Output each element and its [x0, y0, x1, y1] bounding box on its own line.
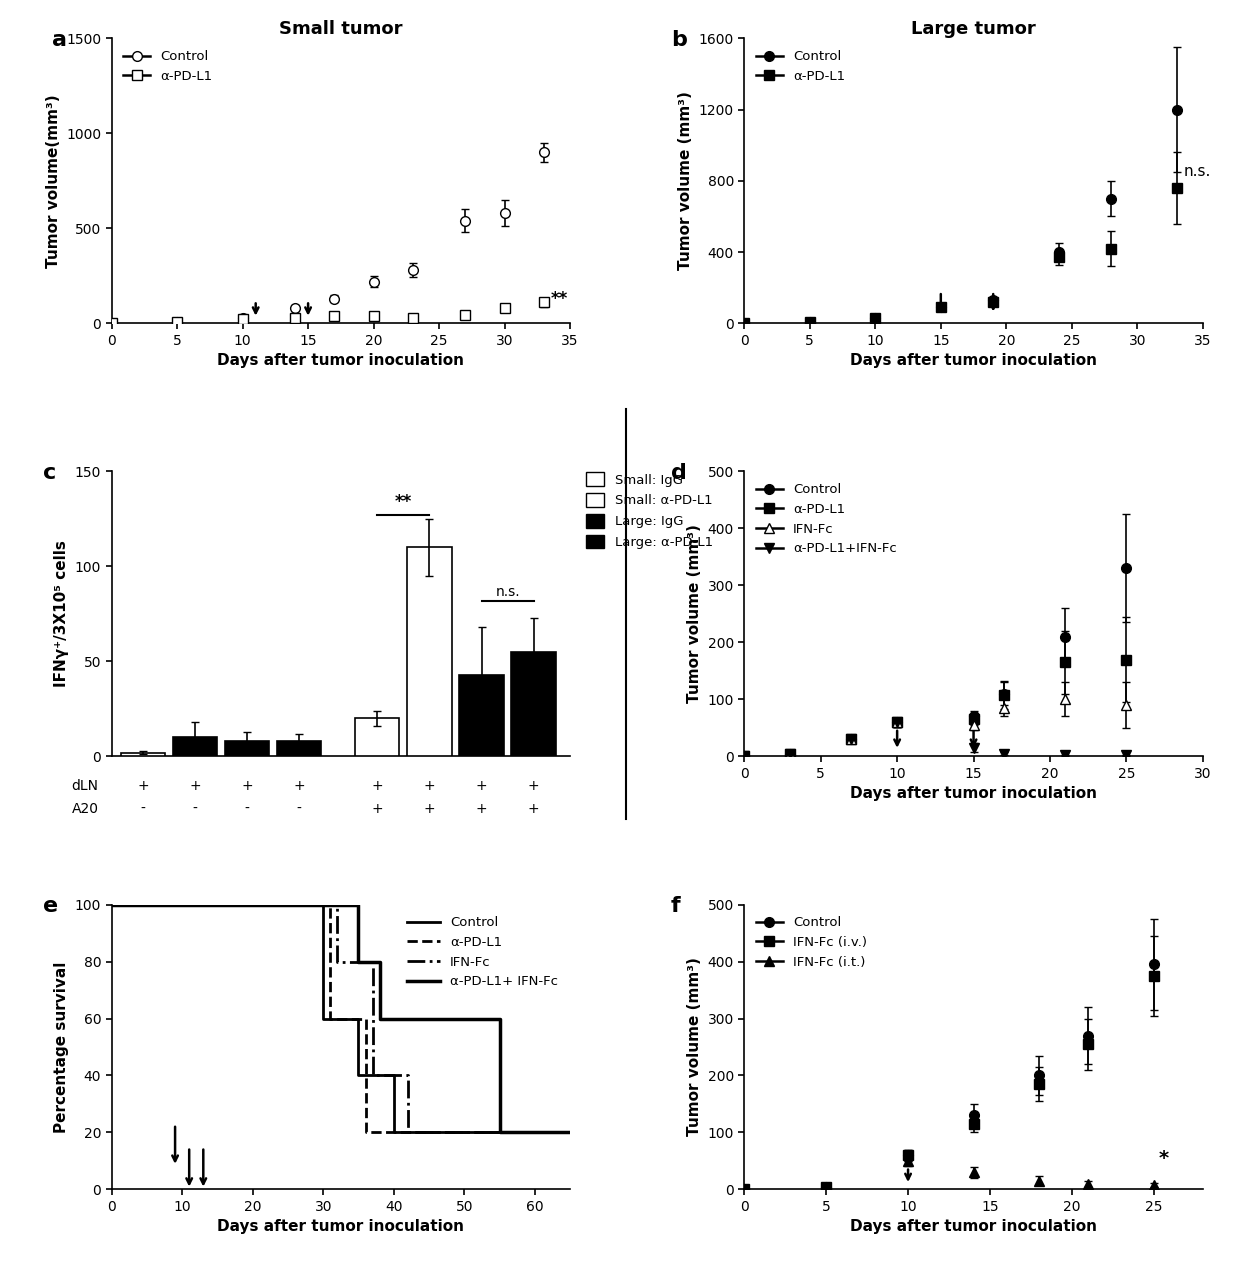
Control: [387, 1068, 402, 1083]
Text: dLN: dLN: [72, 779, 98, 793]
Control: [316, 1010, 331, 1026]
Text: e: e: [43, 897, 58, 916]
Text: -: -: [296, 802, 301, 816]
α-PD-L1+ IFN-Fc: [492, 1010, 507, 1026]
Legend: Control, α-PD-L1: Control, α-PD-L1: [118, 45, 218, 88]
IFN-Fc: [401, 1124, 415, 1140]
Text: A20: A20: [72, 802, 98, 816]
Y-axis label: Percentage survival: Percentage survival: [55, 962, 69, 1133]
IFN-Fc: [401, 1068, 415, 1083]
Text: **: **: [394, 494, 412, 512]
Bar: [511, 652, 556, 756]
Control: [351, 1010, 366, 1026]
Control: [316, 897, 331, 912]
Y-axis label: Tumor volume (mm³): Tumor volume (mm³): [687, 524, 702, 703]
Text: +: +: [424, 802, 435, 816]
Control: [387, 1124, 402, 1140]
Text: +: +: [242, 779, 253, 793]
Bar: [407, 547, 451, 756]
X-axis label: Days after tumor inoculation: Days after tumor inoculation: [851, 787, 1097, 802]
Y-axis label: IFNγ⁺/3X10⁵ cells: IFNγ⁺/3X10⁵ cells: [55, 541, 69, 687]
IFN-Fc: [365, 1068, 379, 1083]
Text: +: +: [476, 802, 487, 816]
Text: f: f: [671, 897, 681, 916]
Bar: [120, 752, 165, 756]
Legend: Control, α-PD-L1: Control, α-PD-L1: [751, 45, 851, 88]
Title: Small tumor: Small tumor: [279, 20, 403, 38]
Bar: [355, 719, 399, 756]
Text: -: -: [244, 802, 249, 816]
Line: α-PD-L1+ IFN-Fc: α-PD-L1+ IFN-Fc: [112, 904, 570, 1132]
IFN-Fc: [365, 954, 379, 969]
Text: a: a: [52, 29, 67, 50]
Legend: Control, α-PD-L1, IFN-Fc, α-PD-L1+IFN-Fc: Control, α-PD-L1, IFN-Fc, α-PD-L1+IFN-Fc: [751, 478, 903, 560]
α-PD-L1: [358, 1124, 373, 1140]
IFN-Fc: [104, 897, 119, 912]
α-PD-L1+ IFN-Fc: [492, 1124, 507, 1140]
Text: +: +: [138, 779, 149, 793]
Legend: Small: IgG, Small: α-PD-L1, Large: IgG, Large: α-PD-L1: Small: IgG, Small: α-PD-L1, Large: IgG, …: [585, 472, 713, 549]
Text: +: +: [294, 779, 305, 793]
Text: d: d: [671, 463, 687, 483]
α-PD-L1: [322, 897, 337, 912]
X-axis label: Days after tumor inoculation: Days after tumor inoculation: [217, 1219, 464, 1234]
Y-axis label: Tumor volume(mm³): Tumor volume(mm³): [46, 95, 61, 267]
Text: n.s.: n.s.: [1183, 165, 1210, 179]
Text: b: b: [671, 29, 687, 50]
X-axis label: Days after tumor inoculation: Days after tumor inoculation: [851, 1219, 1097, 1234]
X-axis label: Days after tumor inoculation: Days after tumor inoculation: [851, 353, 1097, 368]
α-PD-L1+ IFN-Fc: [351, 954, 366, 969]
X-axis label: Days after tumor inoculation: Days after tumor inoculation: [217, 353, 464, 368]
Bar: [277, 742, 321, 756]
Text: +: +: [528, 802, 539, 816]
Text: **: **: [551, 289, 568, 308]
Y-axis label: Tumor volume (mm³): Tumor volume (mm³): [678, 91, 693, 270]
α-PD-L1+ IFN-Fc: [372, 1010, 387, 1026]
Text: n.s.: n.s.: [495, 585, 520, 599]
Text: +: +: [528, 779, 539, 793]
Text: -: -: [140, 802, 145, 816]
Line: α-PD-L1: α-PD-L1: [112, 904, 570, 1132]
α-PD-L1+ IFN-Fc: [104, 897, 119, 912]
α-PD-L1: [322, 1010, 337, 1026]
Control: [104, 897, 119, 912]
Text: +: +: [372, 802, 383, 816]
Text: -: -: [192, 802, 197, 816]
Control: [563, 1124, 578, 1140]
Line: Control: Control: [112, 904, 570, 1132]
Bar: [224, 742, 269, 756]
Text: +: +: [424, 779, 435, 793]
α-PD-L1+ IFN-Fc: [372, 954, 387, 969]
Bar: [459, 675, 503, 756]
IFN-Fc: [563, 1124, 578, 1140]
Legend: Control, IFN-Fc (i.v.), IFN-Fc (i.t.): Control, IFN-Fc (i.v.), IFN-Fc (i.t.): [751, 911, 873, 973]
Text: c: c: [43, 463, 56, 483]
Legend: Control, α-PD-L1, IFN-Fc, α-PD-L1+ IFN-Fc: Control, α-PD-L1, IFN-Fc, α-PD-L1+ IFN-F…: [402, 911, 563, 994]
α-PD-L1: [563, 1124, 578, 1140]
Control: [351, 1068, 366, 1083]
Text: +: +: [190, 779, 201, 793]
IFN-Fc: [330, 897, 345, 912]
Bar: [172, 738, 217, 756]
α-PD-L1: [358, 1010, 373, 1026]
Text: *: *: [1158, 1149, 1169, 1168]
α-PD-L1: [104, 897, 119, 912]
Title: Large tumor: Large tumor: [911, 20, 1035, 38]
Text: +: +: [476, 779, 487, 793]
Line: IFN-Fc: IFN-Fc: [112, 904, 570, 1132]
IFN-Fc: [330, 954, 345, 969]
Y-axis label: Tumor volume (mm³): Tumor volume (mm³): [687, 958, 702, 1137]
α-PD-L1+ IFN-Fc: [563, 1124, 578, 1140]
Text: +: +: [372, 779, 383, 793]
α-PD-L1+ IFN-Fc: [351, 897, 366, 912]
